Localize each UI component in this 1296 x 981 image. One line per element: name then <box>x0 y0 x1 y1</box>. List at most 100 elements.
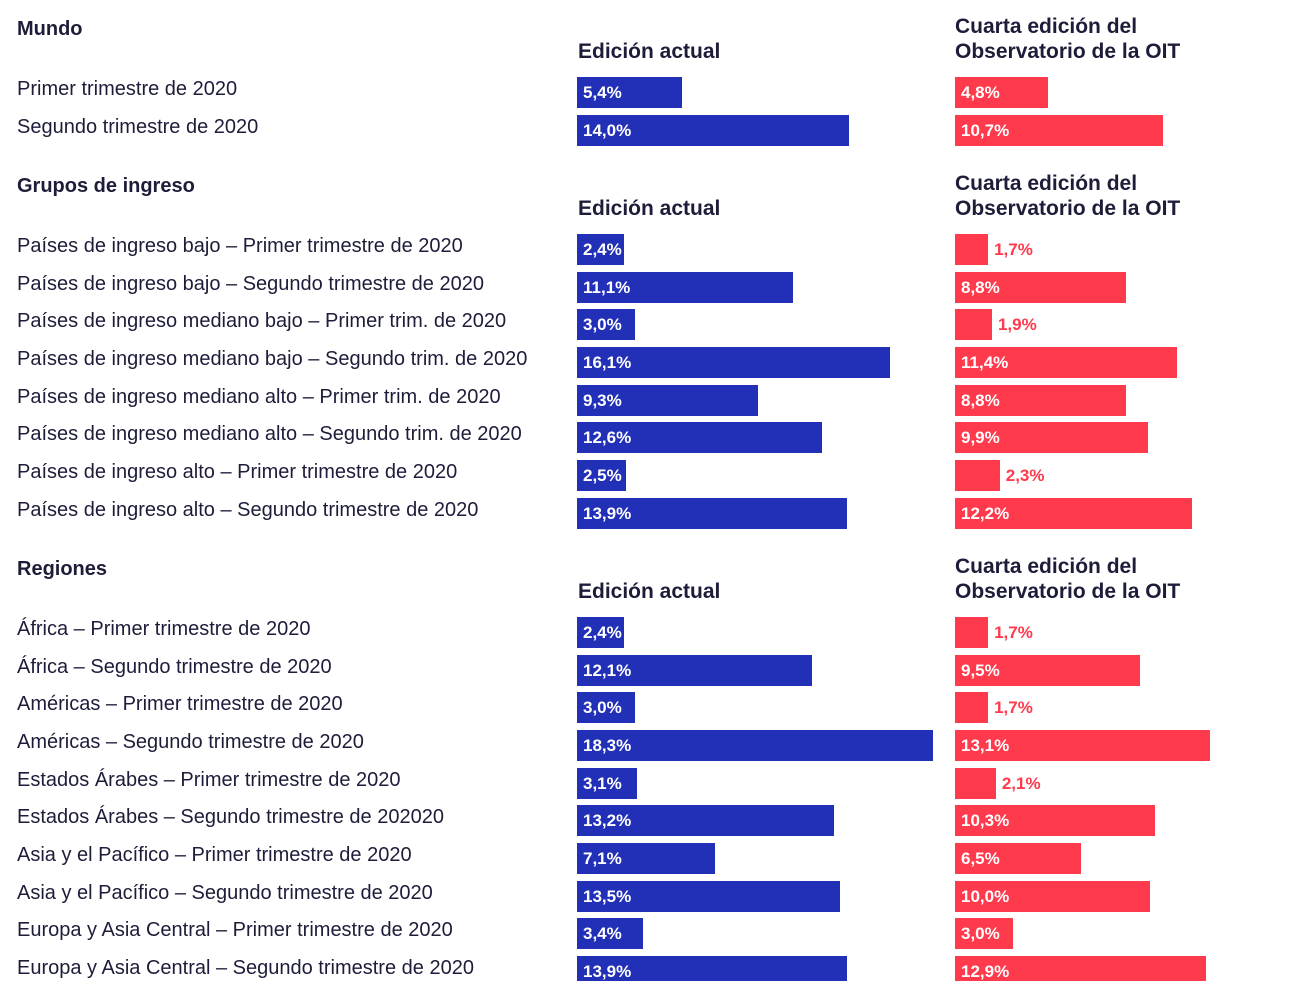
bar <box>577 918 644 950</box>
bar <box>577 767 638 799</box>
value-label: 3,1% <box>583 773 622 793</box>
bar <box>577 654 813 686</box>
value-label: 9,9% <box>961 428 1000 448</box>
bar <box>955 880 1150 912</box>
bar <box>577 309 636 341</box>
value-label: 2,1% <box>1001 773 1041 793</box>
bar <box>577 234 624 265</box>
value-label: 14,0% <box>583 120 632 140</box>
value-label: 1,7% <box>994 623 1033 642</box>
bar <box>955 422 1148 454</box>
value-label: 13,1% <box>961 735 1010 755</box>
value-label: 8,8% <box>961 390 1000 410</box>
series-header: Cuarta edición del Observatorio de la OI… <box>955 172 1181 220</box>
row-label: Estados Árabes – Segundo trimestre de 20… <box>17 806 444 829</box>
value-label: 3,4% <box>583 924 622 944</box>
bar <box>577 729 933 761</box>
bar <box>577 77 683 108</box>
bar <box>955 729 1210 761</box>
row-label: Américas – Segundo trimestre de 2020 <box>17 730 364 753</box>
value-label: 11,4% <box>961 352 1009 372</box>
bar <box>955 459 1000 491</box>
bar <box>955 805 1156 837</box>
value-label: 13,9% <box>583 961 632 981</box>
section-title: Mundo <box>17 18 83 40</box>
value-label: 3,0% <box>583 698 622 718</box>
value-label: 10,7% <box>961 120 1010 140</box>
row-label: Países de ingreso alto – Primer trimestr… <box>17 460 458 483</box>
series-header: Cuarta edición del Observatorio de la OI… <box>955 15 1181 63</box>
section-title: Regiones <box>17 558 108 580</box>
row-label: Países de ingreso bajo – Segundo trimest… <box>17 272 484 295</box>
bar <box>955 77 1049 108</box>
row-label: Países de ingreso mediano alto – Segundo… <box>17 423 522 446</box>
bar <box>955 346 1177 378</box>
value-label: 6,5% <box>961 848 1000 868</box>
bar <box>955 767 996 799</box>
value-label: 2,5% <box>583 465 622 485</box>
value-label: 1,7% <box>994 698 1033 718</box>
row-label: Primer trimestre de 2020 <box>17 78 238 100</box>
bar <box>577 955 848 981</box>
bar <box>577 422 823 454</box>
row-label: Europa y Asia Central – Segundo trimestr… <box>17 956 474 979</box>
bar <box>577 692 636 724</box>
value-label: 12,1% <box>583 660 632 680</box>
value-label: 2,4% <box>583 623 622 642</box>
value-label: 16,1% <box>583 352 632 372</box>
value-label: 2,4% <box>583 240 622 259</box>
bar <box>577 842 716 874</box>
row-label: Países de ingreso mediano alto – Primer … <box>17 385 501 408</box>
row-label: África – Primer trimestre de 2020 <box>17 618 311 640</box>
bar <box>577 497 848 529</box>
value-label: 1,9% <box>997 315 1037 335</box>
value-label: 8,8% <box>961 277 1000 297</box>
bar <box>577 346 891 378</box>
value-label: 10,0% <box>961 886 1010 906</box>
series-header: Edición actual <box>578 40 721 63</box>
bar <box>577 459 626 491</box>
row-label: Europa y Asia Central – Primer trimestre… <box>17 919 453 942</box>
value-label: 12,6% <box>583 428 632 448</box>
bar <box>955 654 1140 686</box>
bar <box>955 497 1193 529</box>
value-label: 13,2% <box>583 811 632 831</box>
bar <box>955 309 992 341</box>
row-label: Estados Árabes – Primer trimestre de 202… <box>17 768 401 791</box>
bar <box>955 918 1014 950</box>
value-label: 18,3% <box>583 735 632 755</box>
value-label: 12,2% <box>961 503 1010 523</box>
bar <box>577 880 840 912</box>
row-label: Segundo trimestre de 2020 <box>17 115 259 138</box>
series-header: Edición actual <box>578 580 721 603</box>
value-label: 7,1% <box>583 848 622 868</box>
value-label: 3,0% <box>583 315 622 335</box>
bar <box>955 271 1127 303</box>
row-label: Países de ingreso mediano bajo – Primer … <box>17 310 507 333</box>
bar <box>577 271 793 303</box>
bar <box>577 617 624 648</box>
bar <box>577 384 758 416</box>
value-label: 5,4% <box>583 83 622 102</box>
value-label: 9,5% <box>961 660 1000 680</box>
row-label: Américas – Primer trimestre de 2020 <box>17 693 343 716</box>
value-label: 4,8% <box>961 83 1000 102</box>
value-label: 10,3% <box>961 811 1010 831</box>
row-label: Países de ingreso alto – Segundo trimest… <box>17 498 479 521</box>
row-label: Países de ingreso mediano bajo – Segundo… <box>17 347 528 370</box>
row-label: Países de ingreso bajo – Primer trimestr… <box>17 235 463 257</box>
row-label: Asia y el Pacífico – Primer trimestre de… <box>17 843 412 866</box>
row-label: Asia y el Pacífico – Segundo trimestre d… <box>17 881 433 904</box>
bar <box>955 842 1082 874</box>
bar <box>577 114 850 146</box>
bar <box>955 955 1206 981</box>
bar <box>955 617 989 648</box>
bar <box>955 114 1164 146</box>
value-label: 3,0% <box>961 924 1000 944</box>
bar <box>955 384 1127 416</box>
bar <box>955 692 989 724</box>
series-header: Cuarta edición del Observatorio de la OI… <box>955 555 1181 603</box>
bar <box>955 234 989 265</box>
value-label: 13,5% <box>583 886 632 906</box>
